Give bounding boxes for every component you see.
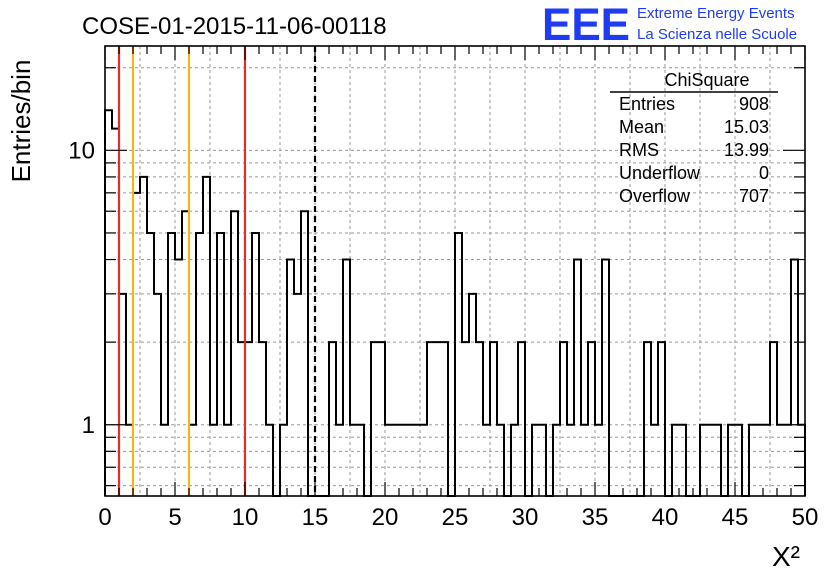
stats-label: Mean — [619, 117, 664, 137]
histogram-bin — [658, 342, 665, 496]
histogram-bin — [644, 342, 651, 496]
stats-label: Underflow — [619, 163, 701, 183]
stats-title: ChiSquare — [664, 70, 749, 90]
stats-value: 13.99 — [724, 140, 769, 160]
histogram-bin — [770, 342, 777, 496]
histogram-bin — [105, 110, 112, 496]
histogram-bin — [203, 177, 210, 496]
y-tick-label: 10 — [68, 137, 95, 164]
stats-value: 908 — [739, 94, 769, 114]
stats-value: 0 — [759, 163, 769, 183]
x-tick-label: 20 — [372, 504, 399, 531]
x-tick-label: 15 — [302, 504, 329, 531]
x-tick-label: 50 — [792, 504, 819, 531]
x-tick-label: 25 — [442, 504, 469, 531]
histogram-bin — [588, 342, 595, 496]
histogram-bin — [175, 260, 182, 496]
histogram-bin — [378, 342, 385, 496]
tick-labels: 0 5 10 15 20 25 30 35 40 45 50 1 10 — [68, 137, 818, 531]
histogram-bin — [343, 260, 350, 496]
histogram-bin — [259, 342, 266, 496]
histogram-bin — [462, 342, 469, 496]
logo-line-2: La Scienza nelle Scuole — [637, 26, 797, 43]
y-axis-label: Entries/bin — [6, 60, 36, 183]
stats-label: Entries — [619, 94, 675, 114]
histogram-bin — [791, 260, 798, 496]
stats-box: ChiSquare Entries 908 Mean 15.03 RMS 13.99 Und… — [610, 70, 778, 206]
histogram-bin — [252, 233, 259, 496]
stats-rows: Entries 908 Mean 15.03 RMS 13.99 Underflow 0 Ove… — [619, 94, 769, 206]
histogram-bin — [168, 233, 175, 496]
histogram-bin — [560, 342, 567, 496]
histogram-bin — [140, 177, 147, 496]
histogram-bin — [231, 211, 238, 496]
x-tick-label: 40 — [652, 504, 679, 531]
histogram-bin — [434, 342, 441, 496]
histogram-bin — [147, 233, 154, 496]
histogram-bin — [427, 342, 434, 496]
x-tick-label: 10 — [232, 504, 259, 531]
histogram-bin — [441, 342, 448, 496]
y-tick-label: 1 — [82, 412, 95, 439]
histogram-bin — [217, 233, 224, 496]
histogram-bin — [469, 294, 476, 496]
histogram-bin — [455, 233, 462, 496]
histogram-bin — [287, 260, 294, 496]
x-axis-label: X² — [772, 541, 800, 572]
histogram-bin — [196, 233, 203, 496]
histogram-bin — [329, 342, 336, 496]
x-tick-label: 30 — [512, 504, 539, 531]
stats-label: RMS — [619, 140, 659, 160]
x-tick-label: 45 — [722, 504, 749, 531]
x-tick-label: 35 — [582, 504, 609, 531]
histogram-bin — [490, 342, 497, 496]
histogram-bin — [476, 342, 483, 496]
logo-mark: EEE — [542, 0, 630, 50]
histogram-bin — [301, 211, 308, 496]
logo-line-1: Extreme Energy Events — [637, 5, 795, 22]
histogram-bin — [294, 294, 301, 496]
axes — [104, 45, 806, 497]
stats-value: 15.03 — [724, 117, 769, 137]
x-tick-label: 0 — [98, 504, 111, 531]
histogram-bin — [574, 260, 581, 496]
x-tick-label: 5 — [168, 504, 181, 531]
stats-label: Overflow — [619, 186, 691, 206]
histogram-bin — [154, 294, 161, 496]
chart-title: COSE-01-2015-11-06-00118 — [82, 13, 387, 40]
histogram-bin — [602, 260, 609, 496]
reference-lines — [117, 46, 317, 496]
histogram-bin — [518, 342, 525, 496]
stats-value: 707 — [739, 186, 769, 206]
ee-logo: EEE Extreme Energy Events La Scienza nel… — [542, 0, 797, 50]
histogram-bin — [371, 342, 378, 496]
